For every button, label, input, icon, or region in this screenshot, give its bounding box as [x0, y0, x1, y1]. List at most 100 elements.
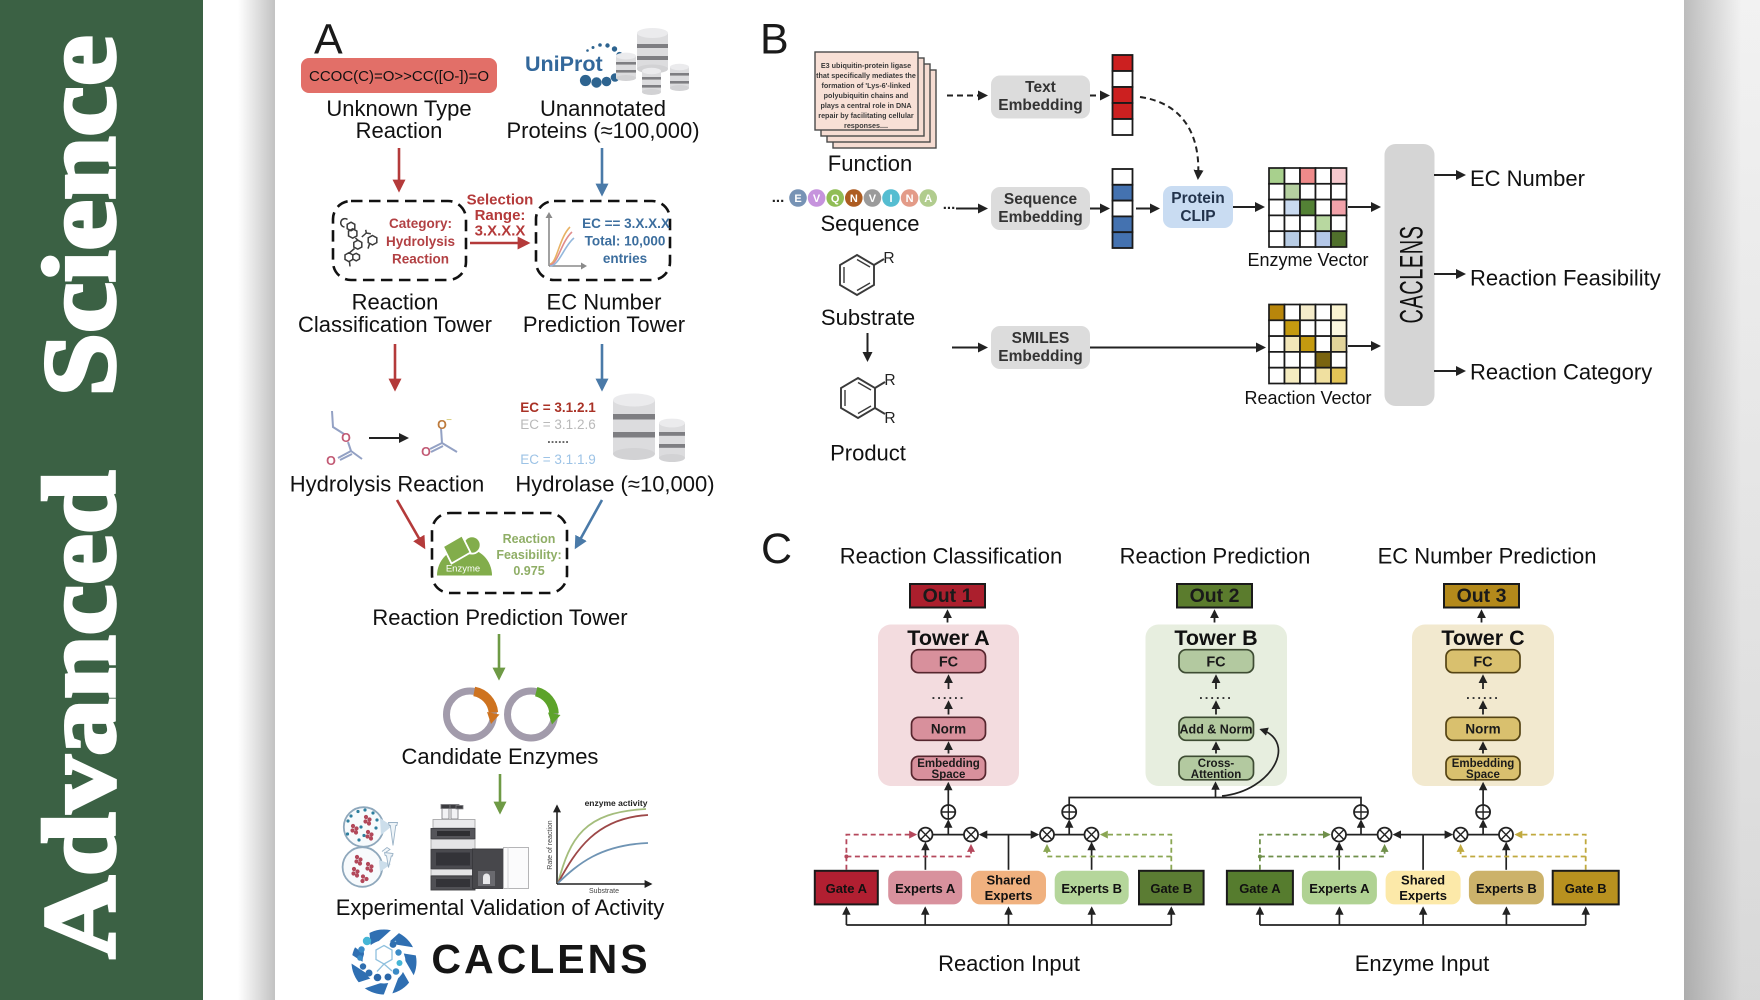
svg-text:EC == 3.X.X.X: EC == 3.X.X.X — [582, 216, 670, 231]
svg-text:O: O — [437, 418, 447, 432]
svg-text:Hydrolysis Reaction: Hydrolysis Reaction — [290, 472, 484, 497]
svg-text:formation of 'Lys-6'-linked: formation of 'Lys-6'-linked — [821, 81, 910, 90]
svg-text:Range:: Range: — [475, 207, 526, 224]
svg-text:Total: 10,000: Total: 10,000 — [585, 234, 666, 249]
svg-text:that specifically mediates the: that specifically mediates the — [816, 71, 916, 80]
svg-text:Q: Q — [831, 193, 840, 205]
svg-text:−: − — [446, 415, 452, 426]
svg-text:FC: FC — [1473, 655, 1493, 671]
svg-text:Reaction: Reaction — [392, 251, 449, 266]
svg-text:Classification Tower: Classification Tower — [298, 312, 492, 337]
svg-text:R: R — [883, 250, 894, 267]
svg-text:responses....: responses.... — [844, 121, 888, 130]
svg-text:R: R — [884, 410, 895, 427]
svg-text:Embedding: Embedding — [917, 758, 980, 770]
svg-text:Reaction: Reaction — [352, 290, 439, 315]
svg-text:...: ... — [943, 196, 956, 213]
svg-text:CACLENS: CACLENS — [431, 936, 650, 982]
svg-text:Enzyme Input: Enzyme Input — [1355, 951, 1490, 976]
svg-text:Cross-: Cross- — [1198, 758, 1235, 770]
svg-text:Rate of reaction: Rate of reaction — [547, 820, 554, 870]
svg-text:Reaction Prediction Tower: Reaction Prediction Tower — [372, 605, 627, 630]
svg-text:Experts B: Experts B — [1061, 881, 1122, 896]
svg-text:......: ...... — [932, 687, 966, 702]
svg-text:Proteins (≈100,000): Proteins (≈100,000) — [506, 118, 699, 143]
svg-text:Experts B: Experts B — [1476, 881, 1537, 896]
svg-text:......: ...... — [1199, 687, 1233, 702]
svg-text:Gate A: Gate A — [1239, 881, 1281, 896]
svg-text:CCOC(C)=O>>CC([O-])=O: CCOC(C)=O>>CC([O-])=O — [309, 68, 489, 85]
svg-text:enzyme activity: enzyme activity — [585, 798, 648, 808]
svg-text:Substrate: Substrate — [589, 888, 619, 895]
svg-text:A: A — [314, 16, 343, 64]
svg-text:Function: Function — [828, 151, 912, 176]
svg-text:Experts: Experts — [1399, 888, 1447, 903]
svg-text:EC = 3.1.2.1: EC = 3.1.2.1 — [520, 400, 596, 415]
svg-text:V: V — [869, 193, 877, 205]
svg-text:N: N — [850, 193, 858, 205]
svg-text:Enzyme Vector: Enzyme Vector — [1247, 250, 1368, 270]
svg-text:FC: FC — [1206, 655, 1226, 671]
svg-text:Reaction Prediction: Reaction Prediction — [1120, 544, 1311, 569]
svg-text:polyubiquitin chains and: polyubiquitin chains and — [824, 91, 909, 100]
svg-text:Candidate Enzymes: Candidate Enzymes — [402, 744, 599, 769]
svg-text:Space: Space — [1466, 769, 1500, 781]
svg-text:Shared: Shared — [1401, 873, 1445, 888]
svg-text:Sequence: Sequence — [1004, 191, 1078, 208]
svg-text:Experts A: Experts A — [1309, 881, 1370, 896]
svg-text:Experts A: Experts A — [895, 881, 956, 896]
svg-text:Reaction: Reaction — [503, 532, 556, 546]
svg-text:E3 ubiquitin-protein ligase: E3 ubiquitin-protein ligase — [821, 61, 911, 70]
svg-text:plays a central role in DNA: plays a central role in DNA — [820, 101, 911, 110]
svg-text:EC Number: EC Number — [547, 290, 662, 315]
svg-text:Selection: Selection — [467, 192, 534, 209]
svg-text:C: C — [761, 525, 792, 573]
svg-text:Reaction: Reaction — [356, 118, 443, 143]
svg-text:O: O — [421, 445, 431, 459]
svg-text:R: R — [884, 372, 895, 389]
svg-text:Reaction Vector: Reaction Vector — [1244, 388, 1371, 408]
svg-text:CLIP: CLIP — [1180, 208, 1215, 225]
svg-text:repair by facilitating cellula: repair by facilitating cellular — [818, 111, 914, 120]
svg-text:O: O — [326, 454, 336, 468]
svg-text:Embedding: Embedding — [998, 97, 1082, 114]
svg-text:EC Number Prediction: EC Number Prediction — [1378, 544, 1597, 569]
svg-text:I: I — [889, 193, 892, 205]
svg-text:O: O — [341, 431, 351, 445]
svg-text:......: ...... — [1466, 687, 1500, 702]
svg-text:Hydrolase (≈10,000): Hydrolase (≈10,000) — [515, 472, 714, 497]
svg-text:A: A — [924, 193, 932, 205]
svg-text:0.975: 0.975 — [513, 564, 544, 578]
svg-text:Out 3: Out 3 — [1457, 585, 1507, 607]
svg-text:Embedding: Embedding — [998, 348, 1082, 365]
svg-text:Product: Product — [830, 441, 906, 466]
svg-text:Embedding: Embedding — [1452, 758, 1515, 770]
svg-text:Experts: Experts — [985, 888, 1033, 903]
svg-text:V: V — [813, 193, 821, 205]
svg-text:Enzyme: Enzyme — [446, 564, 480, 575]
svg-text:Reaction Classification: Reaction Classification — [840, 544, 1063, 569]
svg-text:E: E — [794, 193, 801, 205]
svg-text:Feasibility:: Feasibility: — [496, 548, 561, 562]
svg-text:UniProt: UniProt — [525, 52, 603, 76]
svg-text:Category:: Category: — [389, 216, 452, 231]
svg-text:Substrate: Substrate — [821, 305, 915, 330]
svg-text:Tower B: Tower B — [1174, 626, 1257, 650]
svg-text:Protein: Protein — [1171, 190, 1224, 207]
svg-text:CACLENS: CACLENS — [1394, 226, 1430, 324]
svg-text:Reaction Input: Reaction Input — [938, 951, 1080, 976]
svg-text:Text: Text — [1025, 79, 1056, 96]
svg-text:EC = 3.1.1.9: EC = 3.1.1.9 — [520, 452, 595, 467]
svg-text:Hydrolysis: Hydrolysis — [386, 234, 455, 249]
svg-text:Unknown Type: Unknown Type — [326, 96, 471, 121]
svg-text:entries: entries — [603, 251, 647, 266]
svg-text:EC = 3.1.2.6: EC = 3.1.2.6 — [520, 417, 595, 432]
svg-text:Reaction Feasibility: Reaction Feasibility — [1470, 266, 1661, 291]
svg-text:3.X.X.X: 3.X.X.X — [475, 223, 526, 240]
svg-text:Norm: Norm — [931, 722, 966, 737]
svg-text:Tower A: Tower A — [907, 626, 989, 650]
svg-text:Gate B: Gate B — [1565, 881, 1607, 896]
svg-text:Embedding: Embedding — [998, 209, 1082, 226]
svg-text:Attention: Attention — [1191, 769, 1241, 781]
svg-text:Tower C: Tower C — [1441, 626, 1524, 650]
